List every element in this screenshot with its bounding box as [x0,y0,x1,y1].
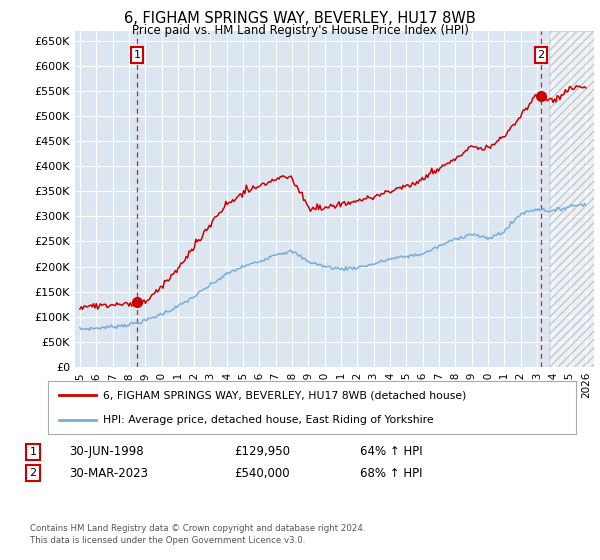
Text: Price paid vs. HM Land Registry's House Price Index (HPI): Price paid vs. HM Land Registry's House … [131,24,469,36]
Text: 2: 2 [29,468,37,478]
Text: 1: 1 [134,50,140,60]
Text: £129,950: £129,950 [234,445,290,459]
Bar [549,31,594,367]
Text: 30-JUN-1998: 30-JUN-1998 [69,445,143,459]
Text: £540,000: £540,000 [234,466,290,480]
Text: 1: 1 [29,447,37,457]
Bar [549,31,594,367]
Text: 30-MAR-2023: 30-MAR-2023 [69,466,148,480]
Text: HPI: Average price, detached house, East Riding of Yorkshire: HPI: Average price, detached house, East… [103,414,434,424]
Text: 6, FIGHAM SPRINGS WAY, BEVERLEY, HU17 8WB: 6, FIGHAM SPRINGS WAY, BEVERLEY, HU17 8W… [124,11,476,26]
Text: 68% ↑ HPI: 68% ↑ HPI [360,466,422,480]
Text: Contains HM Land Registry data © Crown copyright and database right 2024.
This d: Contains HM Land Registry data © Crown c… [30,524,365,545]
Text: 6, FIGHAM SPRINGS WAY, BEVERLEY, HU17 8WB (detached house): 6, FIGHAM SPRINGS WAY, BEVERLEY, HU17 8W… [103,390,467,400]
Text: 64% ↑ HPI: 64% ↑ HPI [360,445,422,459]
Text: 2: 2 [538,50,545,60]
